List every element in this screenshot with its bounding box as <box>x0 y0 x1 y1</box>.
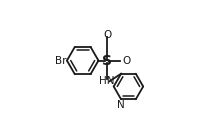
Text: HN: HN <box>99 76 115 86</box>
Text: S: S <box>102 54 112 68</box>
Text: O: O <box>103 30 111 40</box>
Text: N: N <box>117 100 125 110</box>
Text: O: O <box>122 56 131 66</box>
Text: Br: Br <box>55 56 66 66</box>
